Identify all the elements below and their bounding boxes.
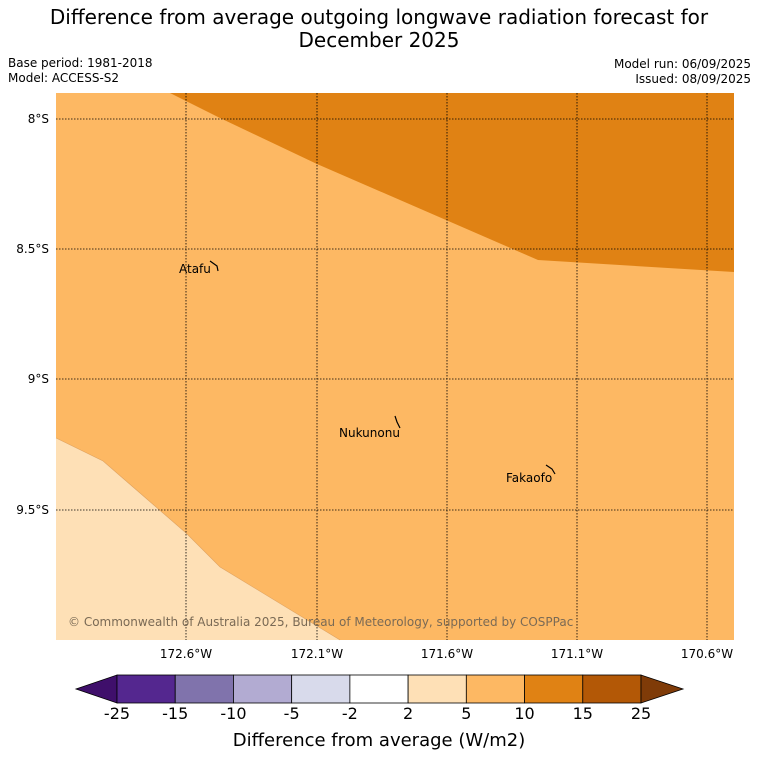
base-period: Base period: 1981-2018 [8, 56, 153, 70]
place-label-fakaofo: Fakaofo [506, 471, 552, 485]
lat-label-9S: 9°S [28, 372, 49, 386]
title-line-2: December 2025 [298, 28, 460, 52]
colorbar-segment [582, 674, 642, 704]
colorbar-tick-label: -2 [341, 704, 358, 723]
region-2-5 [56, 438, 340, 640]
colorbar-segment [407, 674, 467, 704]
place-label-atafu: Atafu [179, 262, 211, 276]
meta-right: Model run: 06/09/2025 Issued: 08/09/2025 [614, 57, 751, 87]
colorbar-tick-label: 25 [630, 704, 652, 723]
colorbar-tick-label: -10 [220, 704, 247, 723]
issued-date: Issued: 08/09/2025 [635, 72, 751, 86]
colorbar-title: Difference from average (W/m2) [232, 730, 526, 751]
colorbar [74, 674, 685, 704]
fakaofo-island [545, 464, 556, 475]
model-run: Model run: 06/09/2025 [613, 57, 751, 71]
lat-label-8S: 8°S [28, 112, 49, 126]
place-label-nukunonu: Nukunonu [339, 426, 400, 440]
gridlines [56, 93, 734, 640]
colorbar-tick-label: 15 [572, 704, 593, 723]
colorbar-segment [233, 674, 293, 704]
colorbar-tick-label: 10 [514, 704, 535, 723]
lon-label-171.6W: 171.6°W [421, 647, 473, 661]
colorbar-tick-label: -15 [162, 704, 189, 723]
contour-line [55, 437, 341, 641]
colorbar-tick-label: 5 [461, 704, 472, 723]
lon-label-170.6W: 170.6°W [681, 647, 733, 661]
colorbar-segment [174, 674, 234, 704]
nukunonu-island [394, 415, 401, 429]
lon-label-172.6W: 172.6°W [160, 647, 212, 661]
colorbar-tick-label: -5 [283, 704, 300, 723]
colorbar-segment [291, 674, 351, 704]
colorbar-arrow-high [640, 674, 685, 704]
colorbar-segment [524, 674, 584, 704]
lat-label-8.5S: 8.5°S [16, 242, 49, 256]
colorbar-tick-label: -25 [103, 704, 131, 723]
chart-title: Difference from average outgoing longwav… [0, 6, 758, 52]
colorbar-segment [465, 674, 525, 704]
colorbar-segment [349, 674, 409, 704]
colorbar-segment [116, 674, 176, 704]
region-10-15 [170, 93, 734, 272]
colorbar-arrow-low [74, 674, 118, 704]
lon-label-171.1W: 171.1°W [551, 647, 603, 661]
model-name: Model: ACCESS-S2 [8, 71, 120, 85]
meta-left: Base period: 1981-2018 Model: ACCESS-S2 [8, 56, 153, 86]
copyright-notice: © Commonwealth of Australia 2025, Bureau… [68, 615, 573, 629]
lon-label-172.1W: 172.1°W [291, 647, 343, 661]
title-line-1: Difference from average outgoing longwav… [49, 5, 709, 29]
colorbar-tick-label: 2 [403, 704, 414, 723]
atafu-island [209, 260, 219, 272]
lat-label-9.5S: 9.5°S [16, 503, 49, 517]
